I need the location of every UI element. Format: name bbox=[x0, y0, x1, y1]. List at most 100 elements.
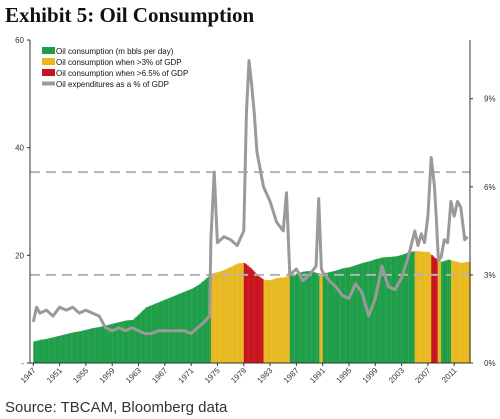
consumption-bar bbox=[240, 263, 243, 363]
consumption-bar bbox=[306, 271, 309, 363]
consumption-bar bbox=[182, 292, 185, 363]
consumption-bar bbox=[214, 272, 216, 363]
consumption-bar bbox=[245, 264, 248, 363]
consumption-bar bbox=[92, 328, 95, 363]
consumption-bar bbox=[444, 260, 447, 363]
consumption-bar bbox=[304, 271, 307, 363]
consumption-bar bbox=[115, 322, 118, 363]
consumption-bar bbox=[130, 320, 133, 363]
consumption-bar bbox=[288, 275, 290, 363]
right-tick-label: 9% bbox=[484, 95, 496, 104]
consumption-bar bbox=[408, 252, 410, 363]
consumption-bar bbox=[140, 312, 142, 363]
consumption-bar bbox=[53, 337, 55, 363]
consumption-bar bbox=[217, 272, 220, 363]
consumption-bar bbox=[123, 320, 126, 363]
consumption-bar bbox=[237, 263, 239, 363]
consumption-bar bbox=[345, 267, 348, 363]
consumption-bar bbox=[439, 260, 442, 363]
consumption-bar bbox=[329, 272, 332, 363]
consumption-bar bbox=[110, 324, 113, 363]
consumption-bar bbox=[311, 271, 313, 363]
consumption-bar bbox=[44, 339, 47, 363]
right-tick-label: 0% bbox=[484, 359, 496, 368]
consumption-bar bbox=[51, 337, 54, 363]
consumption-bar bbox=[460, 262, 463, 363]
consumption-bar bbox=[307, 271, 310, 363]
consumption-bar bbox=[289, 275, 292, 363]
consumption-bar bbox=[452, 260, 455, 363]
consumption-bar bbox=[233, 265, 236, 363]
consumption-bar bbox=[33, 341, 36, 363]
consumption-bar bbox=[434, 258, 437, 363]
consumption-bar bbox=[321, 273, 323, 363]
consumption-bar bbox=[38, 340, 41, 363]
consumption-bar bbox=[105, 325, 108, 363]
consumption-bar bbox=[84, 330, 87, 363]
consumption-bar bbox=[442, 261, 445, 363]
consumption-bar bbox=[340, 268, 343, 363]
consumption-bar bbox=[177, 294, 180, 363]
consumption-bar bbox=[414, 251, 417, 363]
consumption-bar bbox=[181, 292, 184, 363]
consumption-bar bbox=[87, 329, 90, 363]
consumption-bar bbox=[325, 272, 328, 363]
consumption-bar bbox=[314, 272, 317, 363]
consumption-bar bbox=[322, 273, 325, 363]
consumption-bar bbox=[263, 280, 266, 363]
consumption-bar bbox=[337, 269, 340, 363]
x-tick-label: 1951 bbox=[45, 366, 64, 385]
x-tick-label: 2011 bbox=[440, 366, 459, 385]
consumption-bar bbox=[432, 256, 435, 363]
consumption-bar bbox=[179, 293, 182, 363]
consumption-bar bbox=[357, 264, 359, 363]
consumption-bar bbox=[383, 257, 386, 363]
consumption-bar bbox=[317, 273, 320, 363]
consumption-bar bbox=[112, 323, 114, 363]
consumption-bar bbox=[222, 270, 225, 363]
x-tick-label: 2007 bbox=[413, 366, 432, 385]
consumption-bar bbox=[427, 252, 430, 363]
consumption-bar bbox=[76, 331, 78, 363]
consumption-bar bbox=[224, 269, 226, 363]
consumption-bar bbox=[128, 320, 131, 363]
consumption-bar bbox=[342, 268, 345, 363]
consumption-bar bbox=[418, 251, 420, 363]
consumption-bar bbox=[445, 260, 448, 363]
consumption-bar bbox=[294, 274, 297, 363]
consumption-bar bbox=[256, 275, 259, 363]
consumption-bar bbox=[296, 273, 299, 363]
consumption-bar bbox=[145, 307, 147, 363]
consumption-bar bbox=[85, 329, 88, 363]
consumption-bar bbox=[184, 291, 187, 363]
consumption-bar bbox=[192, 287, 195, 363]
consumption-bar bbox=[95, 327, 98, 363]
consumption-bar bbox=[449, 260, 452, 363]
consumption-bar bbox=[398, 255, 401, 363]
consumption-bar bbox=[89, 328, 91, 363]
consumption-bar bbox=[291, 274, 294, 363]
consumption-bar bbox=[69, 333, 72, 363]
legend-swatch bbox=[42, 58, 55, 65]
consumption-bar bbox=[409, 251, 412, 363]
consumption-bar bbox=[381, 257, 384, 363]
legend-label: Oil consumption (m bbls per day) bbox=[56, 47, 174, 56]
consumption-bar bbox=[94, 327, 96, 363]
x-tick-label: 1959 bbox=[98, 366, 117, 385]
consumption-bar bbox=[125, 320, 128, 363]
consumption-bar bbox=[421, 251, 424, 363]
consumption-bar bbox=[253, 271, 256, 363]
consumption-bar bbox=[429, 253, 432, 363]
consumption-bar bbox=[43, 339, 45, 363]
consumption-bar bbox=[270, 280, 272, 363]
consumption-bar bbox=[401, 254, 404, 363]
consumption-bar bbox=[248, 266, 251, 363]
consumption-bar bbox=[255, 273, 258, 363]
consumption-bar bbox=[373, 259, 376, 363]
consumption-bar bbox=[454, 261, 457, 363]
consumption-bar bbox=[395, 256, 397, 363]
consumption-bar bbox=[194, 286, 197, 363]
consumption-bar bbox=[71, 332, 73, 363]
consumption-bar bbox=[189, 289, 192, 363]
